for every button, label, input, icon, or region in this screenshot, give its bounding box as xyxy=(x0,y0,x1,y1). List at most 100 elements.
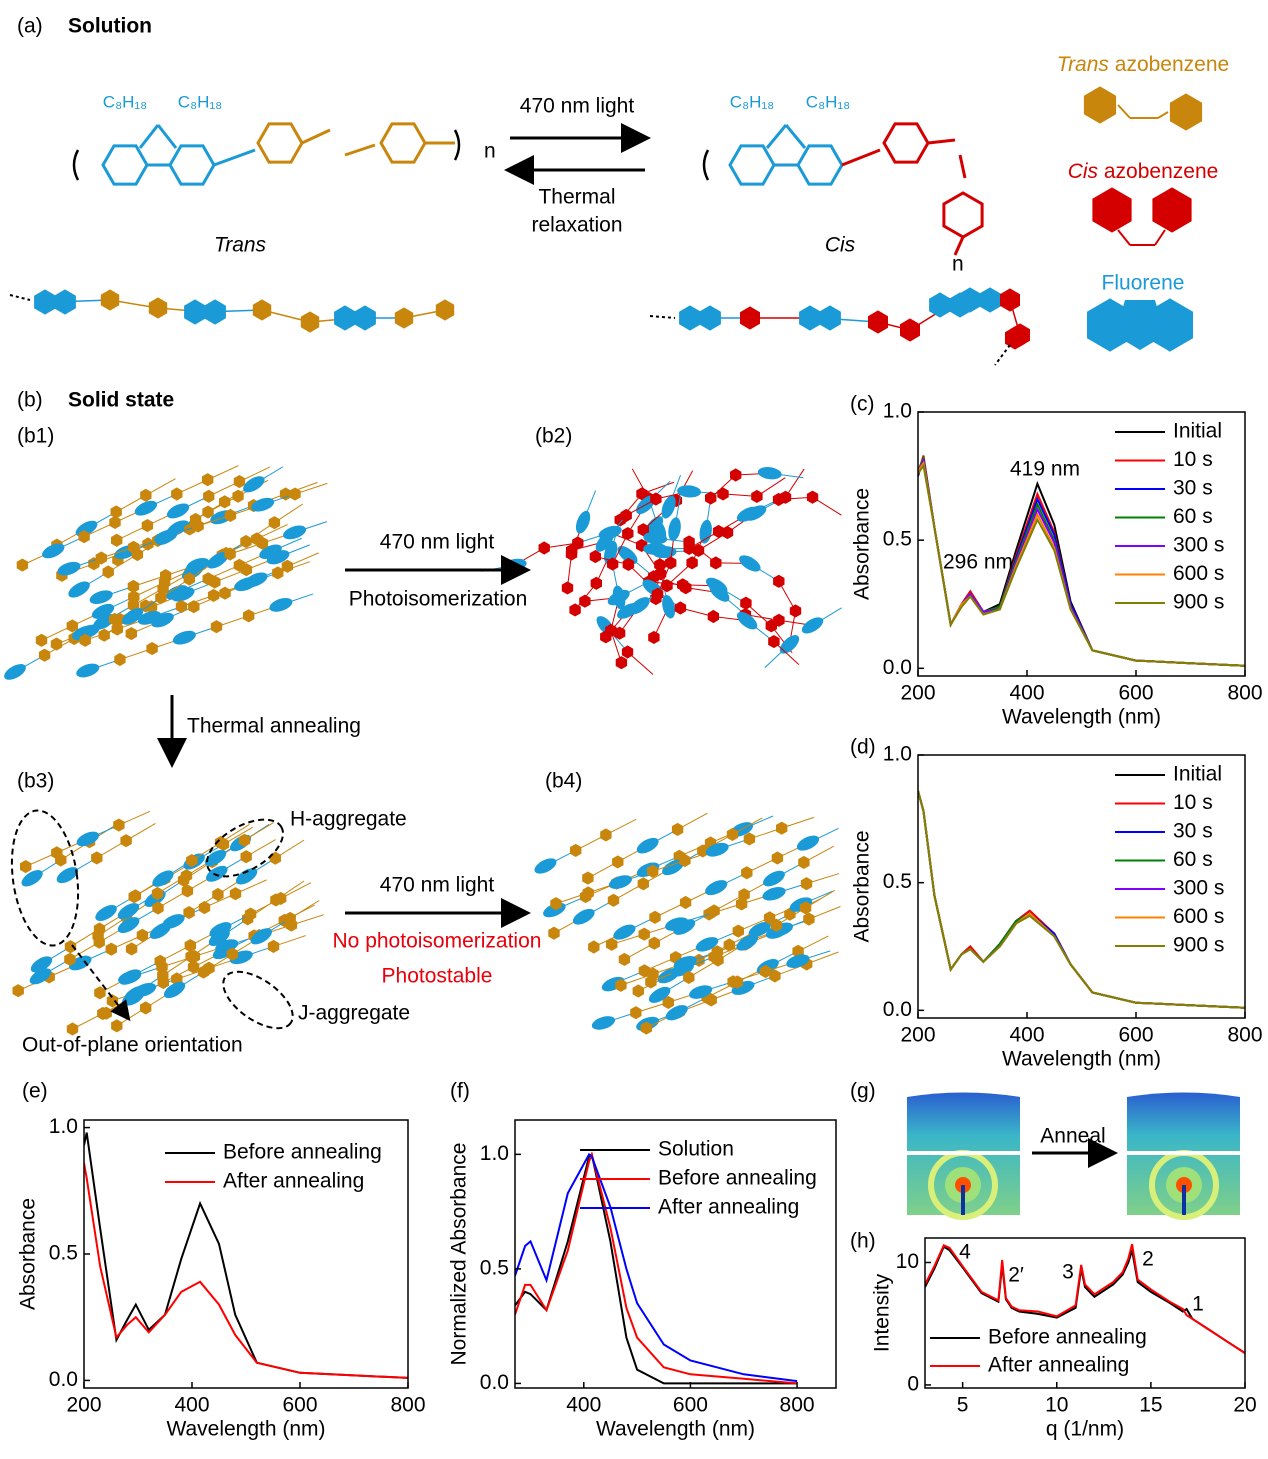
ring xyxy=(229,887,242,901)
legend-label: 60 s xyxy=(1173,848,1213,871)
x-tick-label: 400 xyxy=(1009,682,1044,705)
plot-frame xyxy=(917,754,1246,1019)
unit xyxy=(186,557,210,572)
bond xyxy=(301,128,331,145)
ring xyxy=(763,911,776,925)
ring xyxy=(181,884,194,898)
unit xyxy=(661,495,676,519)
ring xyxy=(34,289,56,315)
unit xyxy=(801,617,824,634)
ring xyxy=(799,305,821,331)
ring xyxy=(789,604,802,618)
ring xyxy=(570,843,582,857)
ring xyxy=(561,581,574,595)
annotation: Out-of-plane orientation xyxy=(22,1034,243,1057)
ring xyxy=(157,975,169,990)
ring xyxy=(806,490,819,504)
ring xyxy=(751,489,763,503)
plot-area xyxy=(918,790,1245,1009)
ring xyxy=(12,984,24,998)
arrow-label: 470 nm light xyxy=(380,874,495,897)
plot-area xyxy=(515,1151,798,1385)
series-line xyxy=(515,1152,798,1385)
ring xyxy=(54,289,76,315)
legend-label: 60 s xyxy=(1173,505,1213,528)
ring xyxy=(565,547,578,561)
sub-label: (b1) xyxy=(17,425,54,448)
unit xyxy=(56,867,79,884)
legend-part: Trans xyxy=(1057,53,1110,76)
ring xyxy=(79,633,91,647)
unit xyxy=(163,981,186,999)
series-line xyxy=(918,463,1245,667)
unit xyxy=(763,870,785,887)
legend-label: Before annealing xyxy=(223,1141,382,1164)
ring xyxy=(645,975,657,989)
ring xyxy=(101,144,149,186)
arrow-label: Photostable xyxy=(382,965,493,988)
ring xyxy=(131,547,144,562)
x-tick-label: 800 xyxy=(780,1394,815,1417)
annotation: 4 xyxy=(959,1241,971,1264)
ring xyxy=(187,960,200,974)
unit xyxy=(205,865,228,882)
ring xyxy=(226,947,239,961)
y-axis-label: Normalized Absorbance xyxy=(448,1143,471,1366)
bond xyxy=(138,124,160,149)
plot-frame xyxy=(514,1119,837,1389)
ring xyxy=(184,299,206,325)
x-tick-label: 600 xyxy=(1118,1024,1153,1047)
ring xyxy=(51,846,63,860)
ring xyxy=(435,299,455,321)
annotation: H-aggregate xyxy=(290,808,407,831)
sub-label: (b3) xyxy=(17,770,54,793)
unit xyxy=(575,510,591,534)
legend-part: azobenzene xyxy=(1115,53,1229,76)
ring xyxy=(243,609,255,623)
arrow-label: 470 nm light xyxy=(520,95,635,118)
ring xyxy=(168,144,216,186)
unit xyxy=(736,506,760,522)
panel-label: (h) xyxy=(850,1230,876,1253)
ring xyxy=(665,556,677,570)
ring xyxy=(268,516,281,530)
ring xyxy=(683,541,695,555)
ring xyxy=(154,954,166,968)
unit xyxy=(617,603,639,619)
y-tick-label: 0.5 xyxy=(883,528,912,551)
ring xyxy=(185,949,197,964)
panel-label: (f) xyxy=(450,1080,470,1103)
ring xyxy=(125,627,137,641)
unit xyxy=(779,635,800,654)
legend-label: Fluorene xyxy=(1102,272,1185,295)
y-axis-label: Intensity xyxy=(871,1273,894,1352)
unit xyxy=(68,581,90,598)
substituent: C₈H₁₈ xyxy=(730,92,774,111)
substituent: C₈H₁₈ xyxy=(103,92,147,111)
bond xyxy=(958,154,967,179)
x-tick-label: 15 xyxy=(1139,1394,1162,1417)
arrow-label: Thermal xyxy=(538,186,615,209)
ring xyxy=(727,975,739,989)
unit xyxy=(689,985,713,999)
unit xyxy=(673,919,696,935)
annotation: J-aggregate xyxy=(298,1002,410,1025)
chart: Initial 10 s 30 s 60 s 300 s 600 s 900 s 200 400… xyxy=(850,736,1263,1071)
ring xyxy=(204,299,226,325)
bracket xyxy=(453,129,461,161)
plot-frame xyxy=(924,1237,1246,1389)
legend-label: 600 s xyxy=(1173,562,1224,585)
series-line xyxy=(918,790,1245,1009)
unit xyxy=(76,831,100,847)
unit xyxy=(736,611,758,630)
ring xyxy=(379,122,427,164)
ring xyxy=(732,924,744,938)
annotation: 296 nm xyxy=(943,551,1013,574)
legend-label: 30 s xyxy=(1173,820,1213,843)
ring xyxy=(127,579,140,593)
ring xyxy=(212,887,224,902)
sub-label: (b4) xyxy=(545,770,582,793)
ring xyxy=(607,893,620,907)
ring xyxy=(224,508,237,522)
chart: Before annealing After annealing 200 400 600… xyxy=(17,1080,426,1441)
